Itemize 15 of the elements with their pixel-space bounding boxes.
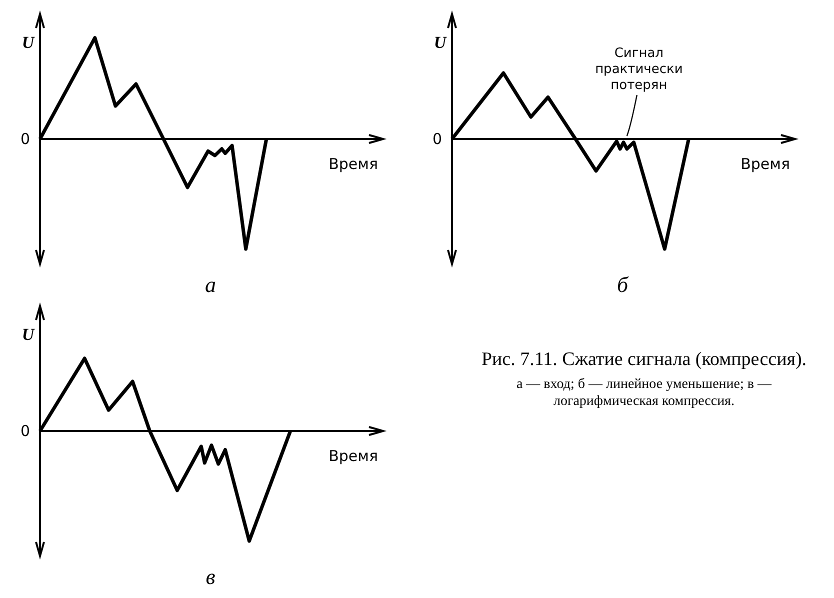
text: 0 (20, 422, 30, 440)
x-axis-title: Время (328, 155, 378, 173)
text: 0 (432, 130, 442, 148)
y-axis-title: U (22, 33, 35, 52)
text: а — вход; б — линейное уменьшение; в — логарифмическая компрессия. (515, 376, 773, 410)
text: б (616, 272, 629, 297)
text: а (205, 272, 216, 297)
y-axis-title: U (434, 33, 447, 52)
text: 0 (20, 130, 30, 148)
text: Рис. 7.11. Сжатие сигнала (компрессия). (480, 348, 808, 372)
y-axis-title: U (22, 325, 35, 344)
text: в (206, 564, 216, 589)
annotation: Сигнал практически потерян (595, 46, 683, 93)
x-axis-title: Время (740, 155, 790, 173)
x-axis-title: Время (328, 447, 378, 465)
